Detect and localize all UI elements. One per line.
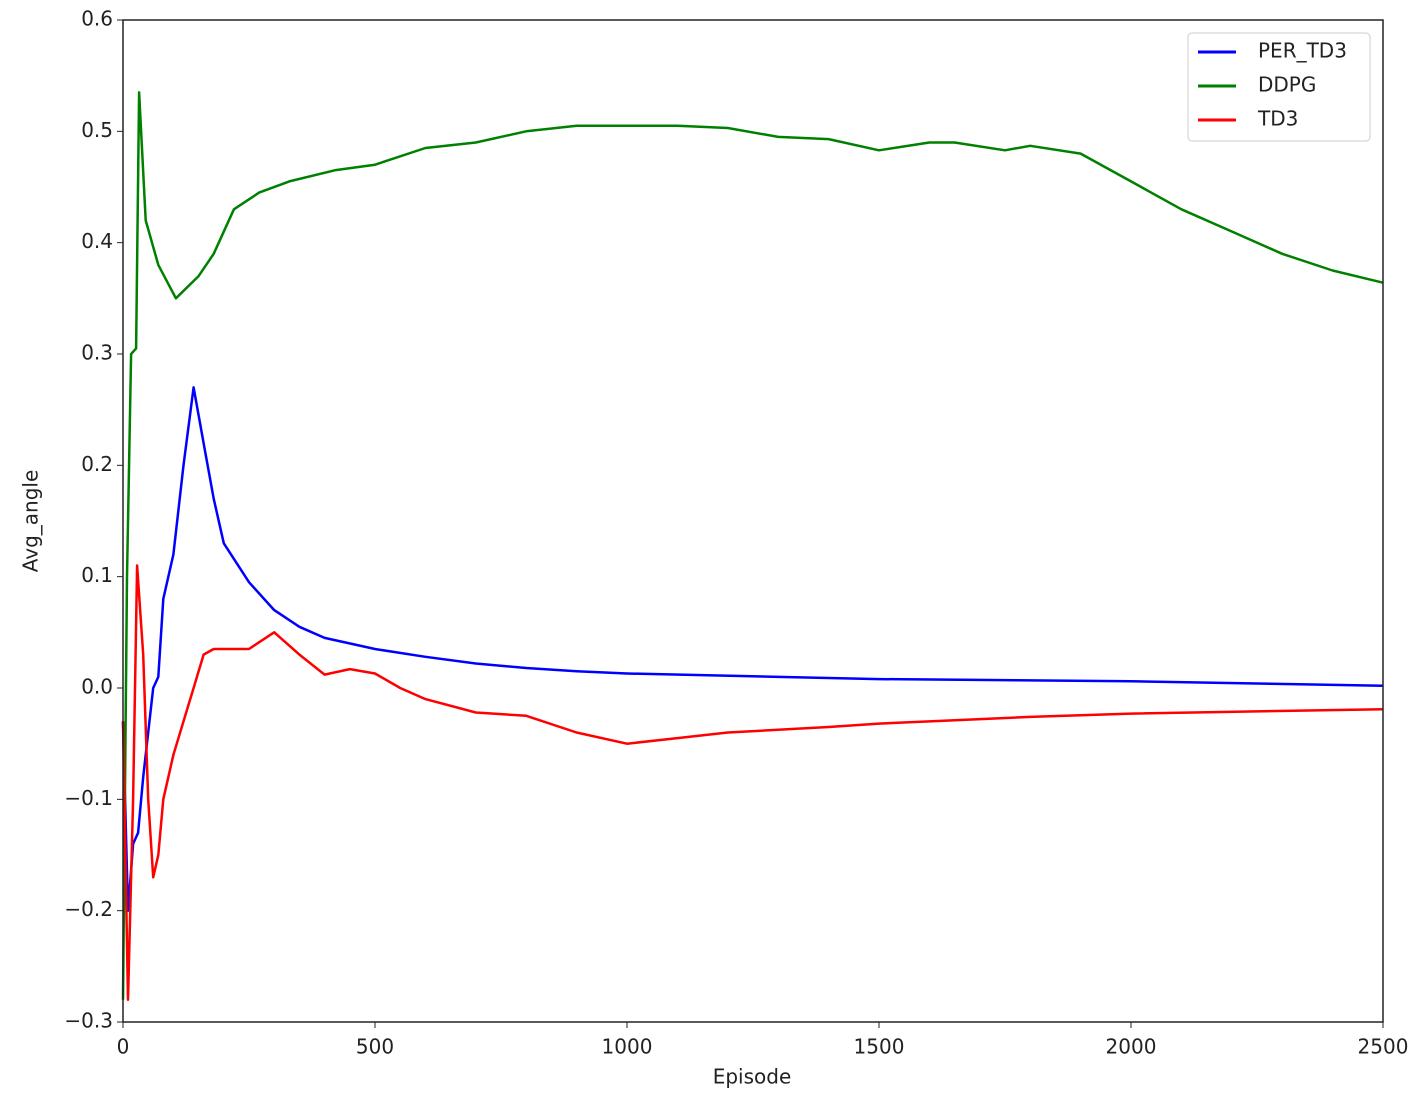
line: [121, 91, 1384, 1000]
y-tick-label: 0.1: [81, 563, 113, 587]
y-tick-label: −0.2: [64, 897, 113, 921]
x-tick-label: 1500: [854, 1035, 905, 1059]
y-tick-label: 0.4: [81, 229, 113, 253]
y-axis-label: Avg_angle: [19, 470, 43, 573]
line: [121, 564, 1384, 1001]
x-tick-label: 2500: [1358, 1035, 1409, 1059]
y-tick-label: −0.3: [64, 1009, 113, 1033]
y-tick-label: 0.3: [81, 341, 113, 365]
y-tick-label: 0.6: [81, 7, 113, 31]
legend-label: DDPG: [1258, 73, 1316, 97]
legend-label: PER_TD3: [1258, 39, 1347, 63]
x-tick-label: 0: [117, 1035, 130, 1059]
x-tick-label: 500: [356, 1035, 394, 1059]
line: [121, 386, 1384, 912]
plot-frame: [122, 19, 1384, 1023]
y-tick-label: 0.5: [81, 118, 113, 142]
x-tick-label: 1000: [602, 1035, 653, 1059]
legend-label: TD3: [1257, 107, 1298, 131]
y-tick-label: 0.2: [81, 452, 113, 476]
legend-box: [1187, 32, 1371, 142]
x-tick-label: 2000: [1106, 1035, 1157, 1059]
y-tick-label: −0.1: [64, 786, 113, 810]
x-axis-label: Episode: [713, 1065, 792, 1089]
y-tick-label: 0.0: [81, 675, 113, 699]
